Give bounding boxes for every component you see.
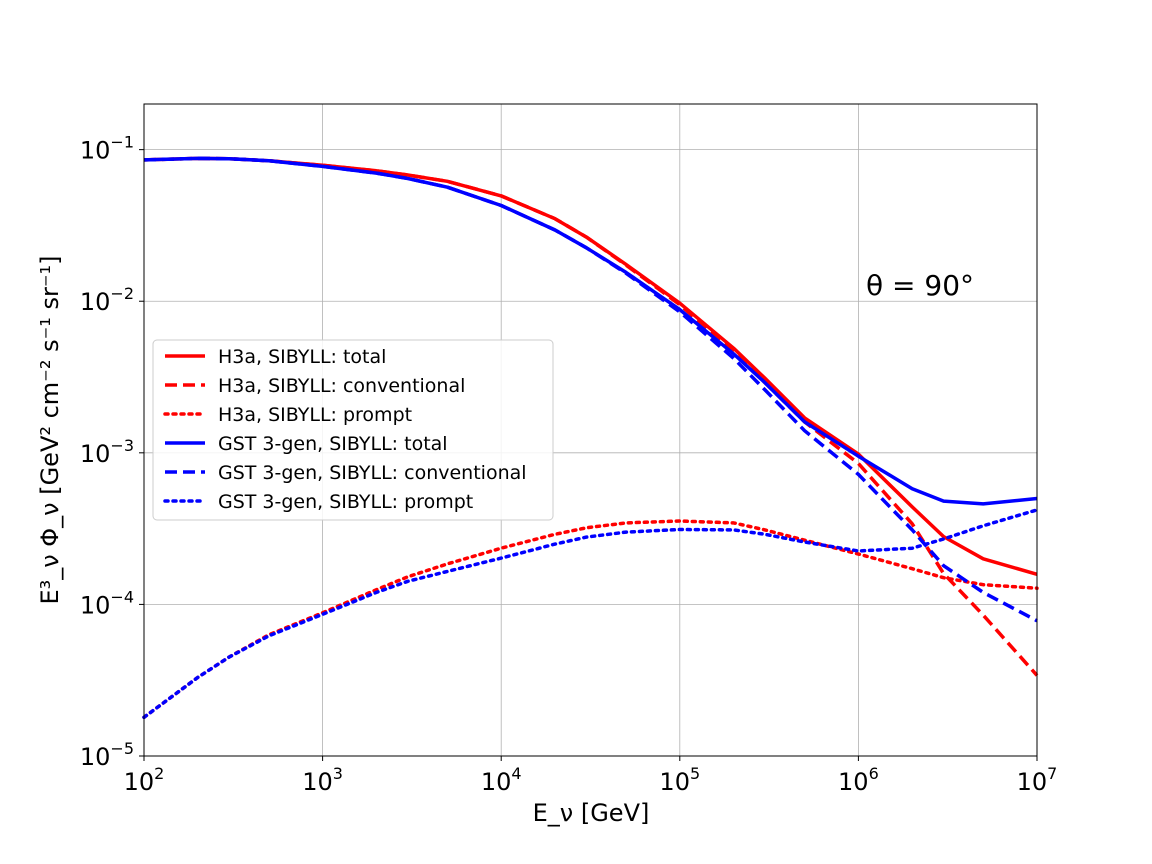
x-tick-base: 10	[481, 768, 512, 796]
y-tick-base: 10	[80, 591, 111, 619]
legend-label: H3a, SIBYLL: total	[218, 346, 386, 368]
legend-label: H3a, SIBYLL: conventional	[218, 375, 465, 397]
y-tick-exponent: −1	[110, 133, 134, 152]
y-tick-exponent: −4	[110, 587, 134, 606]
plot-lines	[142, 156, 1039, 720]
x-tick-exponent: 5	[690, 764, 700, 783]
x-tick-label: 102	[124, 764, 165, 796]
x-tick-base: 10	[124, 768, 155, 796]
y-tick-exponent: −3	[110, 436, 134, 455]
x-tick-base: 10	[302, 768, 333, 796]
x-tick-base: 10	[659, 768, 690, 796]
x-tick-base: 10	[1017, 768, 1048, 796]
legend-label: H3a, SIBYLL: prompt	[218, 404, 412, 426]
series-line	[142, 508, 1039, 720]
x-tick-exponent: 7	[1047, 764, 1057, 783]
legend-label: GST 3-gen, SIBYLL: total	[218, 433, 448, 455]
legend-label: GST 3-gen, SIBYLL: prompt	[218, 491, 473, 513]
x-tick-label: 105	[659, 764, 700, 796]
x-tick-exponent: 3	[333, 764, 343, 783]
y-tick-base: 10	[80, 440, 111, 468]
y-tick-base: 10	[80, 137, 111, 165]
legend: H3a, SIBYLL: total H3a, SIBYLL: conventio…	[152, 339, 554, 521]
series-line	[143, 156, 1039, 677]
y-tick-label: 10−5	[80, 739, 134, 771]
x-axis-label: E_ν [GeV]	[533, 799, 650, 827]
y-axis-label: E³_ν Φ_ν [GeV² cm⁻² s⁻¹ sr⁻¹]	[36, 255, 64, 604]
legend-box	[152, 339, 554, 521]
plot-frame	[143, 103, 1038, 757]
x-tick-label: 106	[838, 764, 879, 796]
x-tick-exponent: 6	[869, 764, 879, 783]
y-tick-base: 10	[80, 288, 111, 316]
y-tick-exponent: −2	[110, 284, 134, 303]
y-tick-label: 10−1	[80, 133, 134, 165]
x-tick-label: 107	[1017, 764, 1058, 796]
series-line	[143, 156, 1038, 623]
series-line	[142, 519, 1039, 720]
x-tick-exponent: 4	[511, 764, 521, 783]
theta-annotation: θ = 90°	[866, 269, 974, 302]
y-tick-label: 10−4	[80, 587, 134, 619]
y-tick-exponent: −5	[110, 739, 134, 758]
y-tick-label: 10−2	[80, 284, 134, 316]
legend-label: GST 3-gen, SIBYLL: conventional	[218, 462, 527, 484]
y-tick-base: 10	[80, 743, 111, 771]
theta-annotation-text: θ = 90°	[866, 269, 974, 302]
y-tick-label: 10−3	[80, 436, 134, 468]
x-tick-base: 10	[838, 768, 869, 796]
x-tick-exponent: 2	[154, 764, 164, 783]
x-tick-label: 104	[481, 764, 522, 796]
x-tick-label: 103	[302, 764, 343, 796]
